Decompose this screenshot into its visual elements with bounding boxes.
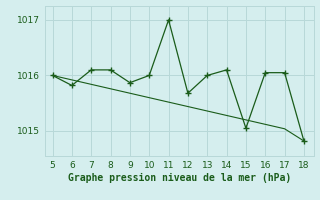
X-axis label: Graphe pression niveau de la mer (hPa): Graphe pression niveau de la mer (hPa) [68,173,291,183]
